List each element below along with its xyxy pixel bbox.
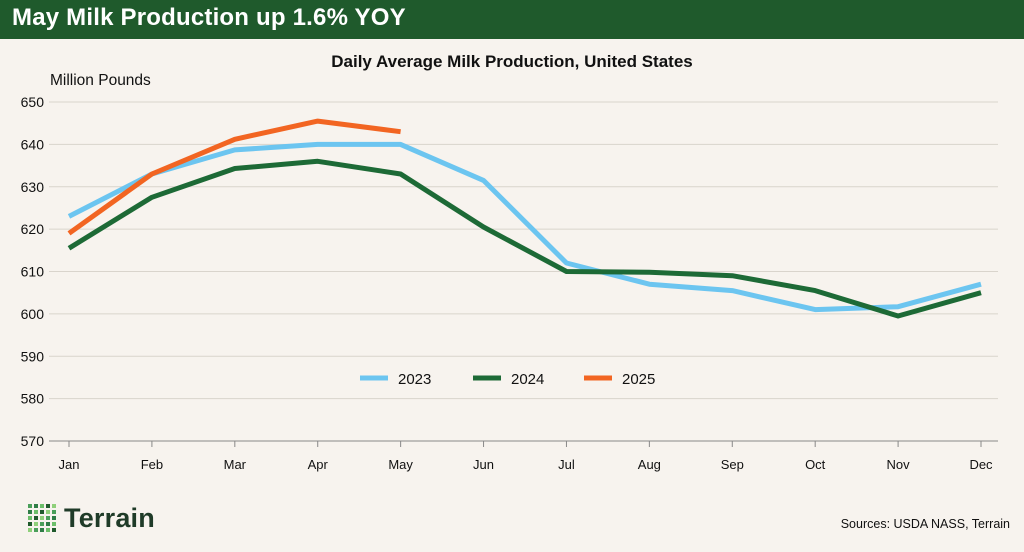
sources-note: Sources: USDA NASS, Terrain	[840, 517, 1010, 531]
legend-label-2024: 2024	[511, 371, 544, 388]
logo-dot	[40, 528, 44, 532]
logo-dot	[34, 516, 38, 520]
y-tick-label: 630	[21, 179, 45, 195]
terrain-grid-icon	[28, 504, 56, 532]
y-tick-label: 570	[21, 433, 45, 449]
logo-dot	[40, 504, 44, 508]
logo-dot	[52, 510, 56, 514]
x-tick-label: Sep	[721, 457, 744, 472]
brand-name: Terrain	[64, 502, 155, 533]
legend-label-2025: 2025	[622, 371, 655, 388]
y-tick-label: 640	[21, 136, 45, 152]
logo-dot	[34, 510, 38, 514]
logo-dot	[40, 516, 44, 520]
logo-dot	[28, 504, 32, 508]
y-tick-label: 650	[21, 94, 45, 110]
y-tick-label: 600	[21, 306, 45, 322]
x-tick-label: Oct	[805, 457, 826, 472]
title-banner: May Milk Production up 1.6% YOY	[0, 0, 1024, 39]
x-tick-label: Mar	[224, 457, 247, 472]
logo-dot	[52, 504, 56, 508]
logo-dot	[40, 522, 44, 526]
x-tick-label: Aug	[638, 457, 661, 472]
logo-dot	[52, 522, 56, 526]
x-tick-label: Dec	[969, 457, 993, 472]
logo-dot	[34, 528, 38, 532]
chart-title: Daily Average Milk Production, United St…	[331, 52, 693, 71]
milk-production-chart: Daily Average Milk Production, United St…	[21, 52, 998, 472]
x-tick-label: May	[388, 457, 413, 472]
series-line-2025	[67, 118, 401, 236]
logo-dot	[46, 504, 50, 508]
logo-dot	[34, 522, 38, 526]
logo-dot	[46, 516, 50, 520]
x-tick-label: Nov	[887, 457, 911, 472]
y-tick-label: 620	[21, 221, 45, 237]
logo-dot	[28, 516, 32, 520]
logo-dot	[46, 510, 50, 514]
x-tick-label: Jul	[558, 457, 575, 472]
y-axis-label: Million Pounds	[50, 72, 151, 89]
series-line-2024	[67, 158, 982, 319]
y-tick-label: 580	[21, 391, 45, 407]
x-tick-label: Jan	[59, 457, 80, 472]
logo-dot	[46, 528, 50, 532]
logo-dot	[28, 522, 32, 526]
y-tick-label: 590	[21, 348, 45, 364]
logo-dot	[40, 510, 44, 514]
logo-dot	[46, 522, 50, 526]
x-tick-label: Jun	[473, 457, 494, 472]
banner-title: May Milk Production up 1.6% YOY	[12, 4, 406, 31]
series-line-2023	[67, 141, 982, 313]
logo-dot	[34, 504, 38, 508]
logo-dot	[52, 516, 56, 520]
logo-dot	[28, 528, 32, 532]
terrain-logo: Terrain	[28, 500, 155, 536]
logo-dot	[28, 510, 32, 514]
x-tick-label: Feb	[141, 457, 163, 472]
x-tick-label: Apr	[308, 457, 329, 472]
y-tick-label: 610	[21, 264, 45, 280]
logo-dot	[52, 528, 56, 532]
legend-label-2023: 2023	[398, 371, 431, 388]
